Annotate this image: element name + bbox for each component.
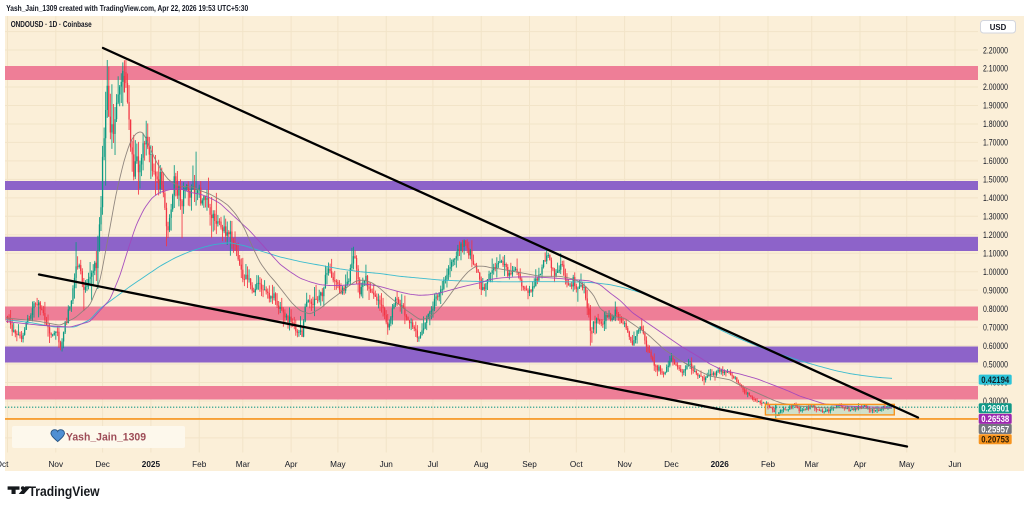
svg-text:1.30000: 1.30000 (983, 211, 1008, 221)
svg-text:Yash_Jain_1309 created with Tr: Yash_Jain_1309 created with TradingView.… (6, 4, 248, 13)
svg-text:1.60000: 1.60000 (983, 156, 1008, 166)
svg-text:Oct: Oct (0, 460, 9, 469)
svg-text:0.90000: 0.90000 (983, 285, 1008, 295)
svg-text:1.00000: 1.00000 (983, 267, 1008, 277)
svg-text:Yash_Jain_1309: Yash_Jain_1309 (66, 432, 146, 444)
svg-text:Jun: Jun (948, 460, 962, 469)
svg-text:Apr: Apr (854, 460, 867, 469)
svg-text:ONDOUSD · 1D · Coinbase: ONDOUSD · 1D · Coinbase (11, 20, 92, 29)
svg-text:Aug: Aug (474, 460, 489, 469)
svg-text:Nov: Nov (49, 460, 64, 469)
svg-text:Dec: Dec (664, 460, 679, 469)
svg-text:1.10000: 1.10000 (983, 248, 1008, 258)
svg-text:Nov: Nov (617, 460, 632, 469)
svg-text:0.70000: 0.70000 (983, 322, 1008, 332)
svg-text:0.26901: 0.26901 (981, 404, 1009, 414)
svg-text:1.50000: 1.50000 (983, 175, 1008, 185)
svg-text:May: May (899, 460, 915, 469)
svg-text:1.20000: 1.20000 (983, 230, 1008, 240)
svg-text:0.42194: 0.42194 (981, 375, 1009, 385)
svg-text:2025: 2025 (142, 460, 161, 469)
svg-text:1.90000: 1.90000 (983, 101, 1008, 111)
svg-text:2.00000: 2.00000 (983, 82, 1008, 92)
svg-text:1.80000: 1.80000 (983, 119, 1008, 129)
svg-text:USD: USD (990, 23, 1007, 32)
svg-text:1.40000: 1.40000 (983, 193, 1008, 203)
svg-text:0.20753: 0.20753 (981, 435, 1009, 445)
svg-text:0.26538: 0.26538 (981, 414, 1009, 424)
svg-text:May: May (330, 460, 346, 469)
svg-text:0.50000: 0.50000 (983, 359, 1008, 369)
svg-text:Oct: Oct (570, 460, 583, 469)
svg-text:2.20000: 2.20000 (983, 45, 1008, 55)
svg-text:Apr: Apr (285, 460, 298, 469)
svg-text:Dec: Dec (95, 460, 110, 469)
svg-text:TradingView: TradingView (29, 484, 100, 499)
svg-text:Feb: Feb (761, 460, 776, 469)
svg-text:Sep: Sep (522, 460, 537, 469)
svg-text:0.30000: 0.30000 (983, 396, 1008, 406)
svg-text:2.10000: 2.10000 (983, 64, 1008, 74)
svg-text:Jul: Jul (428, 460, 439, 469)
svg-text:0.60000: 0.60000 (983, 341, 1008, 351)
svg-text:0.80000: 0.80000 (983, 304, 1008, 314)
svg-text:2026: 2026 (711, 460, 730, 469)
svg-text:0.25957: 0.25957 (981, 424, 1009, 434)
svg-text:Feb: Feb (192, 460, 207, 469)
svg-text:Jun: Jun (380, 460, 394, 469)
svg-text:Mar: Mar (805, 460, 819, 469)
svg-text:1.70000: 1.70000 (983, 138, 1008, 148)
svg-text:Mar: Mar (236, 460, 250, 469)
